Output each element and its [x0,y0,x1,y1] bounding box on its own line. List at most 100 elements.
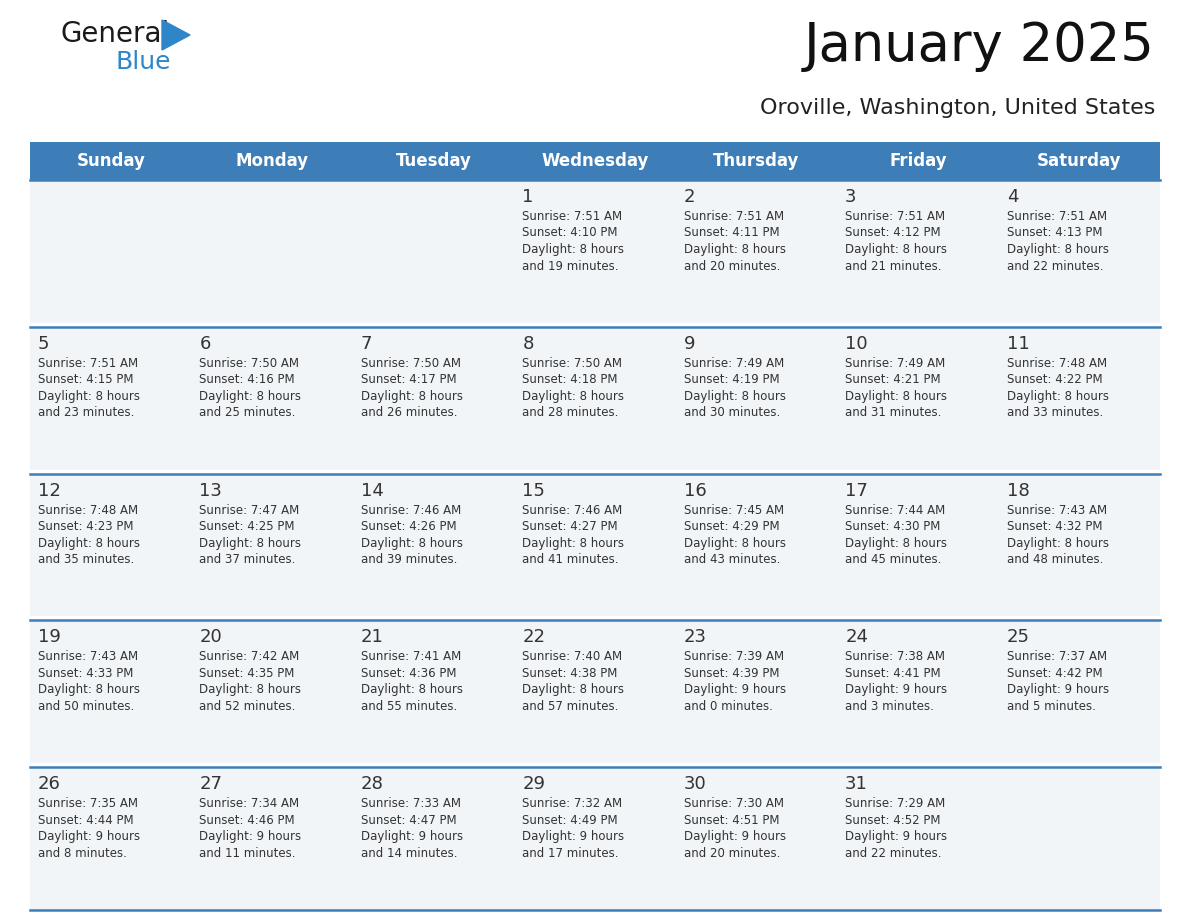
Text: Sunset: 4:12 PM: Sunset: 4:12 PM [845,227,941,240]
Text: January 2025: January 2025 [804,20,1155,72]
Text: Daylight: 8 hours: Daylight: 8 hours [38,390,140,403]
Text: Sunset: 4:15 PM: Sunset: 4:15 PM [38,374,133,386]
Text: and 48 minutes.: and 48 minutes. [1006,554,1102,566]
Text: and 43 minutes.: and 43 minutes. [684,554,781,566]
Text: Sunset: 4:41 PM: Sunset: 4:41 PM [845,666,941,680]
Text: Sunrise: 7:46 AM: Sunrise: 7:46 AM [361,504,461,517]
Text: and 20 minutes.: and 20 minutes. [684,846,781,859]
Text: Daylight: 8 hours: Daylight: 8 hours [38,537,140,550]
Text: Daylight: 8 hours: Daylight: 8 hours [523,683,624,697]
Text: 8: 8 [523,335,533,353]
Text: Sunset: 4:36 PM: Sunset: 4:36 PM [361,666,456,680]
Text: 25: 25 [1006,629,1030,646]
Text: and 57 minutes.: and 57 minutes. [523,700,619,713]
Text: and 28 minutes.: and 28 minutes. [523,407,619,420]
Text: Sunset: 4:17 PM: Sunset: 4:17 PM [361,374,456,386]
Text: and 17 minutes.: and 17 minutes. [523,846,619,859]
Text: 18: 18 [1006,482,1029,499]
Text: Sunset: 4:44 PM: Sunset: 4:44 PM [38,813,133,827]
Text: Sunrise: 7:48 AM: Sunrise: 7:48 AM [38,504,138,517]
Text: 11: 11 [1006,335,1029,353]
Text: Sunrise: 7:50 AM: Sunrise: 7:50 AM [361,357,461,370]
Text: Daylight: 9 hours: Daylight: 9 hours [845,683,947,697]
Text: 3: 3 [845,188,857,206]
Text: Sunrise: 7:46 AM: Sunrise: 7:46 AM [523,504,623,517]
Text: Daylight: 8 hours: Daylight: 8 hours [523,243,624,256]
Text: and 39 minutes.: and 39 minutes. [361,554,457,566]
Text: 6: 6 [200,335,210,353]
Text: Sunrise: 7:43 AM: Sunrise: 7:43 AM [1006,504,1107,517]
Bar [30,142,1159,180]
Text: Sunset: 4:49 PM: Sunset: 4:49 PM [523,813,618,827]
Text: Daylight: 9 hours: Daylight: 9 hours [1006,683,1108,697]
Text: Sunrise: 7:29 AM: Sunrise: 7:29 AM [845,797,946,811]
Text: 7: 7 [361,335,372,353]
Text: 5: 5 [38,335,50,353]
Text: 16: 16 [684,482,707,499]
Text: Thursday: Thursday [713,152,800,170]
Text: 17: 17 [845,482,868,499]
Text: Sunset: 4:11 PM: Sunset: 4:11 PM [684,227,779,240]
Text: Sunrise: 7:40 AM: Sunrise: 7:40 AM [523,650,623,664]
Text: Sunrise: 7:51 AM: Sunrise: 7:51 AM [523,210,623,223]
Text: Sunrise: 7:32 AM: Sunrise: 7:32 AM [523,797,623,811]
Text: 15: 15 [523,482,545,499]
Text: 30: 30 [684,775,707,793]
Text: Sunset: 4:27 PM: Sunset: 4:27 PM [523,521,618,533]
Text: Sunrise: 7:49 AM: Sunrise: 7:49 AM [684,357,784,370]
Text: Daylight: 9 hours: Daylight: 9 hours [845,830,947,844]
Text: Sunset: 4:21 PM: Sunset: 4:21 PM [845,374,941,386]
Text: Sunrise: 7:44 AM: Sunrise: 7:44 AM [845,504,946,517]
Text: Daylight: 8 hours: Daylight: 8 hours [845,243,947,256]
Text: Daylight: 8 hours: Daylight: 8 hours [845,390,947,403]
Text: Sunset: 4:51 PM: Sunset: 4:51 PM [684,813,779,827]
Text: Daylight: 9 hours: Daylight: 9 hours [684,683,785,697]
Text: and 22 minutes.: and 22 minutes. [1006,260,1104,273]
Text: Sunset: 4:16 PM: Sunset: 4:16 PM [200,374,295,386]
Text: and 31 minutes.: and 31 minutes. [845,407,942,420]
Text: Sunset: 4:26 PM: Sunset: 4:26 PM [361,521,456,533]
Text: and 33 minutes.: and 33 minutes. [1006,407,1102,420]
Text: Daylight: 8 hours: Daylight: 8 hours [1006,537,1108,550]
Text: Sunset: 4:33 PM: Sunset: 4:33 PM [38,666,133,680]
Text: 10: 10 [845,335,867,353]
Text: Daylight: 9 hours: Daylight: 9 hours [38,830,140,844]
Text: Sunrise: 7:50 AM: Sunrise: 7:50 AM [523,357,623,370]
Polygon shape [162,20,190,50]
Text: Daylight: 8 hours: Daylight: 8 hours [684,390,785,403]
Text: Sunrise: 7:45 AM: Sunrise: 7:45 AM [684,504,784,517]
Text: Sunrise: 7:51 AM: Sunrise: 7:51 AM [845,210,946,223]
Text: Daylight: 9 hours: Daylight: 9 hours [523,830,625,844]
Text: and 30 minutes.: and 30 minutes. [684,407,781,420]
Text: and 11 minutes.: and 11 minutes. [200,846,296,859]
Text: 27: 27 [200,775,222,793]
Text: General: General [61,20,169,48]
Text: Daylight: 8 hours: Daylight: 8 hours [523,537,624,550]
Text: Sunset: 4:13 PM: Sunset: 4:13 PM [1006,227,1102,240]
Text: Sunset: 4:25 PM: Sunset: 4:25 PM [200,521,295,533]
Text: 13: 13 [200,482,222,499]
Text: Daylight: 8 hours: Daylight: 8 hours [684,243,785,256]
Text: 31: 31 [845,775,868,793]
Text: Monday: Monday [235,152,309,170]
Bar [30,327,1159,470]
Text: and 19 minutes.: and 19 minutes. [523,260,619,273]
Text: 29: 29 [523,775,545,793]
Text: Tuesday: Tuesday [396,152,472,170]
Text: 19: 19 [38,629,61,646]
Text: Sunset: 4:32 PM: Sunset: 4:32 PM [1006,521,1102,533]
Text: Sunrise: 7:51 AM: Sunrise: 7:51 AM [1006,210,1107,223]
Text: Sunset: 4:46 PM: Sunset: 4:46 PM [200,813,295,827]
Text: Daylight: 8 hours: Daylight: 8 hours [361,683,463,697]
Text: Sunrise: 7:47 AM: Sunrise: 7:47 AM [200,504,299,517]
Text: Daylight: 9 hours: Daylight: 9 hours [200,830,302,844]
Text: and 23 minutes.: and 23 minutes. [38,407,134,420]
Text: Sunrise: 7:41 AM: Sunrise: 7:41 AM [361,650,461,664]
Text: Sunrise: 7:35 AM: Sunrise: 7:35 AM [38,797,138,811]
Text: 9: 9 [684,335,695,353]
Text: and 0 minutes.: and 0 minutes. [684,700,772,713]
Text: 20: 20 [200,629,222,646]
Text: Sunset: 4:38 PM: Sunset: 4:38 PM [523,666,618,680]
Text: 28: 28 [361,775,384,793]
Text: Sunset: 4:30 PM: Sunset: 4:30 PM [845,521,941,533]
